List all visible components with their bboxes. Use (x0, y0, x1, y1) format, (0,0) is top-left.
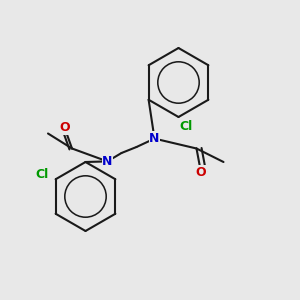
Text: N: N (102, 155, 112, 168)
Text: O: O (196, 166, 206, 179)
Text: Cl: Cl (179, 119, 193, 133)
Text: N: N (149, 132, 160, 145)
Text: O: O (59, 121, 70, 134)
Text: Cl: Cl (35, 168, 49, 181)
